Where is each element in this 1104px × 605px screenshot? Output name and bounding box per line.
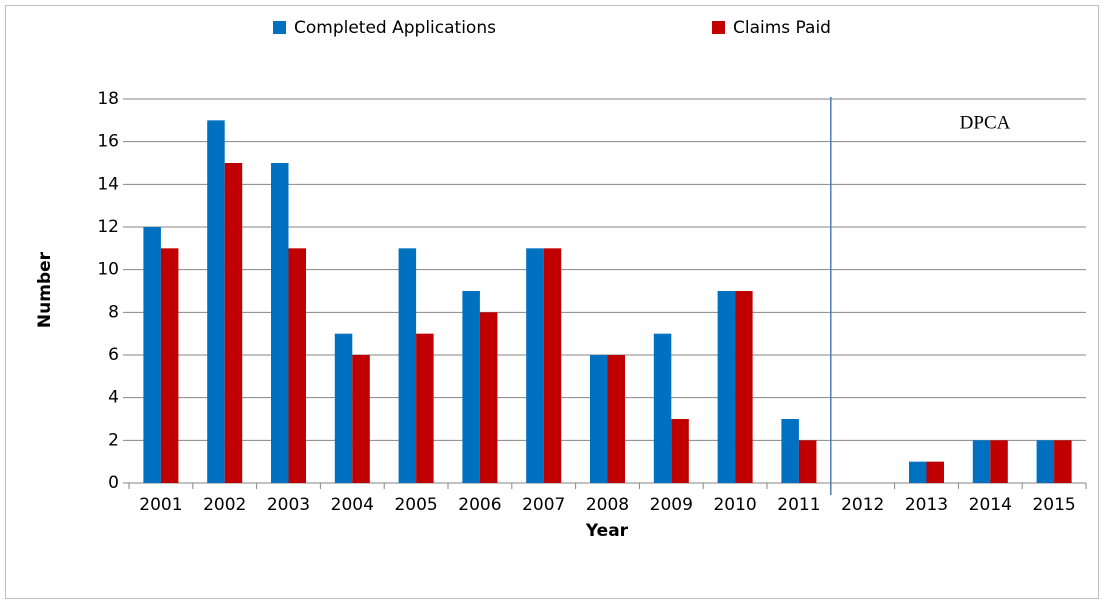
bar (653, 333, 672, 483)
bar (735, 291, 753, 483)
bar (143, 227, 161, 483)
x-tick-label: 2007 (522, 495, 565, 515)
x-tick-label: 2002 (203, 495, 246, 515)
x-tick-label: 2010 (713, 495, 756, 515)
x-tick-label: 2005 (394, 495, 437, 515)
bar (398, 248, 417, 483)
bar (590, 355, 608, 483)
bar (990, 440, 1008, 483)
bar (1036, 440, 1055, 483)
bar (462, 291, 480, 483)
bar (671, 419, 689, 483)
x-tick-label: 2009 (650, 495, 693, 515)
bar (352, 355, 370, 483)
bar (926, 461, 944, 483)
bar (526, 248, 544, 483)
bar (781, 419, 799, 483)
legend-label: Claims Paid (733, 18, 831, 38)
y-tick-label: 8 (108, 302, 119, 322)
bar (207, 120, 225, 483)
bar (909, 461, 927, 483)
bar (224, 163, 243, 483)
y-tick-label: 6 (108, 345, 119, 365)
y-tick-label: 12 (97, 217, 119, 237)
y-tick-label: 14 (97, 174, 119, 194)
y-tick-label: 4 (108, 388, 119, 408)
bar (717, 291, 736, 483)
x-tick-label: 2008 (586, 495, 629, 515)
legend-label: Completed Applications (294, 18, 496, 38)
y-tick-label: 10 (97, 260, 119, 280)
x-axis-label: Year (585, 521, 629, 541)
bar (1054, 440, 1072, 483)
bar (416, 333, 434, 483)
bar (334, 333, 353, 483)
bar (288, 248, 306, 483)
x-tick-label: 2003 (267, 495, 310, 515)
bar (479, 312, 498, 483)
y-tick-label: 18 (97, 89, 119, 109)
y-tick-label: 16 (97, 132, 119, 152)
x-tick-label: 2006 (458, 495, 501, 515)
x-tick-label: 2012 (841, 495, 884, 515)
x-tick-label: 2013 (905, 495, 948, 515)
x-tick-label: 2004 (331, 495, 374, 515)
x-tick-label: 2001 (139, 495, 182, 515)
y-tick-label: 2 (108, 430, 119, 450)
bar (972, 440, 991, 483)
bar (160, 248, 179, 483)
x-tick-label: 2011 (777, 495, 820, 515)
legend-swatch (273, 21, 286, 34)
y-axis-label: Number (35, 251, 55, 328)
bar (543, 248, 562, 483)
y-tick-label: 0 (108, 473, 119, 493)
bar (798, 440, 817, 483)
x-tick-label: 2015 (1032, 495, 1075, 515)
bar (607, 355, 625, 483)
x-tick-label: 2014 (969, 495, 1012, 515)
annotation: DPCA (960, 112, 1011, 133)
legend-swatch (712, 21, 725, 34)
bar (271, 163, 289, 483)
